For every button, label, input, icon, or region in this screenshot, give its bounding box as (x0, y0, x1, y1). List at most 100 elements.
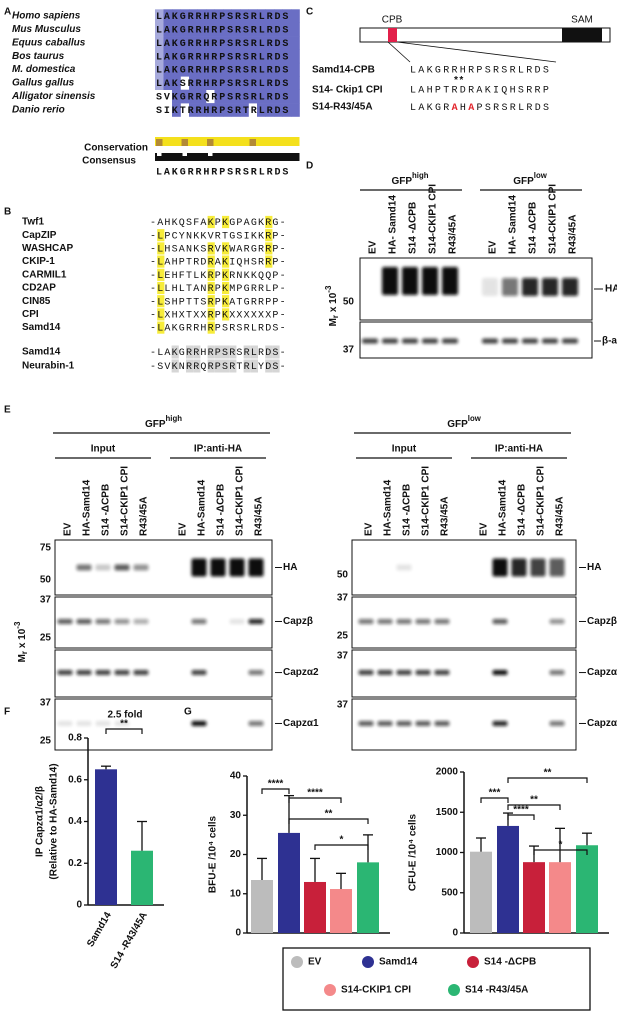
error-bar (137, 820, 147, 851)
lane-label: S14-CKIP1 CPI (548, 184, 559, 254)
band (95, 618, 111, 624)
construct-name: S14- Ckip1 CPI (312, 85, 383, 96)
chart-title: 2.5 fold (107, 710, 142, 721)
conserved-cell (291, 49, 300, 64)
bracket-line (507, 804, 561, 810)
band (95, 720, 111, 726)
band (434, 670, 450, 676)
lane-label: S14-CKIP1 CPI (421, 466, 432, 536)
conservation-dip (207, 139, 214, 146)
identity-cell (186, 359, 194, 373)
highlight (207, 295, 215, 308)
band (562, 278, 578, 296)
conserved-cell (180, 22, 190, 37)
conserved-cell (240, 9, 249, 23)
marker-label: 37 (337, 700, 349, 711)
identity-cell (222, 359, 230, 373)
band (492, 720, 508, 726)
header-sup: low (534, 171, 548, 180)
sequence: -LXHXTXXRPKXXXXXXP- (150, 311, 287, 322)
conserved-cell (197, 36, 207, 50)
y-tick-label: 0 (452, 928, 458, 939)
band (522, 278, 538, 296)
conserved-cell (214, 76, 224, 90)
label-mid: x 10 (328, 292, 339, 315)
conserved-cell (240, 76, 249, 90)
conserved-cell (291, 89, 300, 104)
conserved-cell (257, 62, 266, 77)
conserved-cell (223, 103, 232, 117)
label-base: M (17, 654, 28, 662)
band (248, 618, 264, 624)
highlight (265, 229, 273, 242)
conserved-cell (206, 103, 215, 117)
bracket-line (261, 788, 290, 794)
band (133, 670, 149, 676)
marker-label: 37 (343, 345, 355, 356)
band (114, 564, 130, 571)
highlight (157, 308, 165, 321)
protein-name: Twf1 (22, 217, 44, 228)
conserved-cell (189, 103, 198, 117)
significance-label: **** (268, 779, 284, 790)
conserved-cell (274, 49, 283, 64)
lane-label: S14 -ΔCPB (408, 202, 419, 254)
header-text: GFP (145, 419, 166, 430)
conserved-cell (231, 49, 241, 64)
conserved-cell (248, 9, 258, 23)
protein-name: Samd14 (22, 322, 61, 333)
band (248, 720, 264, 726)
significance-bracket (533, 849, 588, 855)
conserved-cell (282, 89, 292, 104)
conserved-cell (180, 89, 190, 104)
conserved-cell (282, 76, 292, 90)
band (415, 720, 431, 726)
marker-label: 37 (40, 595, 52, 606)
conservation-bar (155, 137, 300, 146)
legend-box (282, 947, 591, 1011)
panel-letter: C (306, 7, 313, 18)
band-label: Capzβ (283, 616, 313, 627)
conserved-cell (197, 62, 207, 77)
header-sup: low (468, 414, 482, 423)
band (191, 670, 207, 676)
lane-label: S14-CKIP1 CPI (428, 184, 439, 254)
significance-label: * (559, 840, 563, 851)
error-bar (257, 857, 267, 881)
band (133, 618, 149, 624)
identity-cell (171, 359, 179, 373)
highlight (222, 268, 230, 281)
bar (549, 862, 571, 933)
significance-bracket (105, 728, 143, 734)
x-tick-label: S14 -R43/45A (109, 910, 150, 970)
conserved-cell (172, 62, 181, 77)
identity-cell (214, 345, 222, 359)
protein-name: CPI (22, 309, 39, 320)
conserved-cell (206, 36, 215, 50)
panel-letter: F (4, 707, 10, 718)
bracket-line (288, 818, 369, 824)
legend-label: EV (308, 957, 322, 968)
marker-label: 25 (40, 736, 52, 747)
legend-label: S14 -R43/45A (465, 985, 528, 996)
protein-name: CKIP-1 (22, 256, 55, 267)
conserved-cell (155, 22, 164, 37)
identity-cell (272, 359, 280, 373)
conserved-cell (214, 9, 224, 23)
conserved-cell (197, 76, 207, 90)
protein-name: CARMIL1 (22, 269, 67, 280)
bracket-line (288, 797, 342, 803)
sequence: SVKGRRQRPSRSRLRDS (156, 93, 290, 104)
residue: R (493, 103, 501, 114)
lane-label: HA- Samd14 (388, 195, 399, 254)
identity-cell (186, 345, 194, 359)
label-base: M (328, 318, 339, 326)
legend-label: Samd14 (379, 957, 418, 968)
panel-letter: E (4, 405, 11, 416)
band (191, 618, 207, 624)
y-tick-label: 0.2 (68, 858, 82, 869)
zoom-line (396, 41, 557, 63)
conserved-cell (163, 49, 173, 64)
lane-label: S14-CKIP1 CPI (120, 466, 131, 536)
conserved-cell (291, 36, 300, 50)
